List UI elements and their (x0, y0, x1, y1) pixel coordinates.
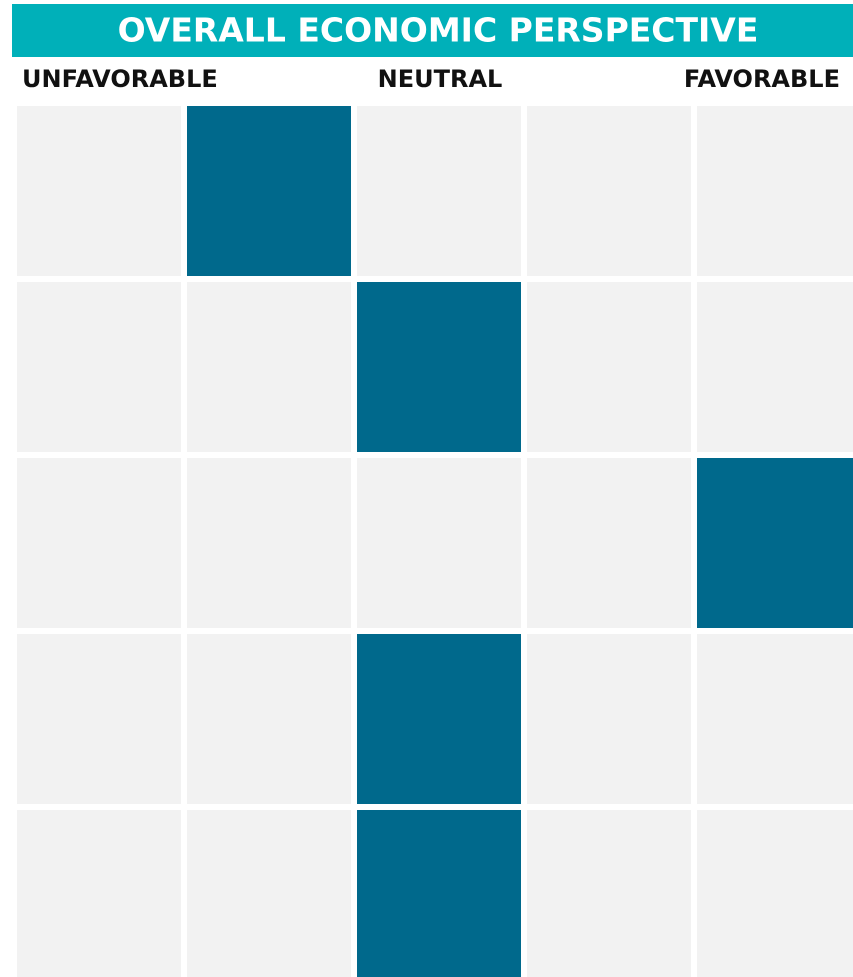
cell (527, 634, 691, 804)
cell (697, 810, 853, 977)
cell (697, 106, 853, 276)
scale-label: UNFAVORABLE (22, 65, 218, 93)
cell (527, 282, 691, 452)
scale-label: FAVORABLE (684, 65, 840, 93)
cells (17, 106, 853, 977)
cell (17, 810, 181, 977)
title: OVERALL ECONOMIC PERSPECTIVE (118, 11, 759, 50)
cell (187, 634, 351, 804)
selected-cell (357, 282, 521, 452)
selected-cell (357, 634, 521, 804)
cell (697, 634, 853, 804)
cell (17, 282, 181, 452)
selected-cell (357, 810, 521, 977)
cell (357, 458, 521, 628)
cell (527, 106, 691, 276)
cell (187, 810, 351, 977)
selected-cell (697, 458, 853, 628)
cell (17, 106, 181, 276)
selected-cell (187, 106, 351, 276)
cell (17, 634, 181, 804)
cell (187, 282, 351, 452)
cell (527, 810, 691, 977)
cell (17, 458, 181, 628)
cell (697, 282, 853, 452)
cell (357, 106, 521, 276)
cell (527, 458, 691, 628)
title-bar (12, 4, 853, 57)
cell (187, 458, 351, 628)
scale-label: NEUTRAL (378, 65, 503, 93)
